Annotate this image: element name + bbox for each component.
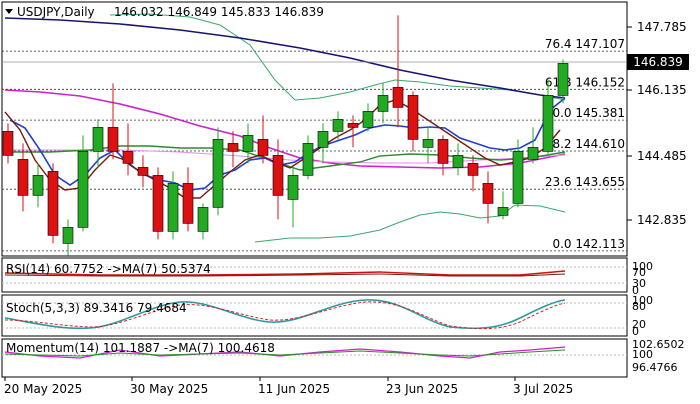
fib-level-label: 61.8 146.152 [545, 75, 625, 89]
current-price-box [627, 54, 689, 70]
stoch-tick: 0 [632, 325, 639, 338]
stoch-tick: 80 [632, 300, 646, 313]
rsi-tick: 100 [632, 260, 653, 273]
stoch-panel-frame [1, 294, 628, 337]
candle-body[interactable] [2, 131, 14, 156]
candle-body[interactable] [332, 119, 344, 132]
candle-body[interactable] [302, 143, 314, 176]
price-axis: 147.785 146.135 144.485 142.835 [627, 20, 687, 227]
fib-level-label: 0.0 142.113 [552, 237, 625, 251]
ohlc-values: 146.032 146.849 145.833 146.839 [114, 5, 324, 19]
candle-body[interactable] [437, 139, 449, 164]
candle-body[interactable] [452, 155, 464, 168]
stoch-panel: Stoch(5,3,3) 89.3416 79.4684 100 80 20 0 [2, 294, 653, 338]
momentum-ma-line [4, 349, 566, 357]
momentum-panel: Momentum(14) 101.1887 ->MA(7) 100.4618 1… [2, 338, 685, 374]
candle-body[interactable] [527, 147, 539, 160]
candle-body[interactable] [32, 175, 44, 196]
candle-body[interactable] [152, 175, 164, 232]
date-label: 20 May 2025 [4, 382, 82, 396]
candle-body[interactable] [77, 151, 89, 228]
candle-body[interactable] [497, 207, 509, 216]
bollinger-upper-line [109, 13, 566, 101]
stoch-tick: 100 [632, 294, 653, 307]
date-label: 23 Jun 2025 [386, 382, 458, 396]
candle-body[interactable] [557, 63, 569, 96]
candle-body[interactable] [467, 163, 479, 176]
candle-body[interactable] [257, 139, 269, 156]
stoch-d-line [4, 301, 566, 330]
rsi-tick: 70 [632, 266, 646, 279]
candle-body[interactable] [197, 207, 209, 232]
date-label: 11 Jun 2025 [258, 382, 330, 396]
rsi-panel: RSI(14) 60.7752 ->MA(7) 50.5374 100 70 3… [2, 260, 653, 297]
candle-body[interactable] [512, 151, 524, 204]
symbol-label: USDJPY,Daily [17, 5, 95, 19]
rsi-tick: 30 [632, 277, 646, 290]
candle-body[interactable] [392, 87, 404, 108]
candle-body[interactable] [482, 183, 494, 204]
date-label: 30 May 2025 [130, 382, 208, 396]
fib-level-label: 38.2 144.610 [545, 137, 625, 151]
candle-body[interactable] [347, 123, 359, 128]
rsi-ma-line [4, 273, 566, 277]
collapse-triangle-icon[interactable] [5, 9, 13, 14]
candle-body[interactable] [287, 175, 299, 200]
date-label: 3 Jul 2025 [513, 382, 573, 396]
candle-body[interactable] [422, 139, 434, 148]
candlesticks[interactable] [2, 15, 569, 256]
momentum-tick: 102.6502 [632, 338, 685, 351]
rsi-label: RSI(14) 60.7752 ->MA(7) 50.5374 [6, 262, 211, 276]
current-price-label: 146.839 [633, 55, 683, 69]
candle-body[interactable] [167, 183, 179, 232]
stoch-label: Stoch(5,3,3) 89.3416 79.4684 [6, 301, 187, 315]
fib-level-label: 23.6 143.655 [545, 175, 625, 189]
candle-body[interactable] [317, 131, 329, 148]
chart-header: USDJPY,Daily 146.032 146.849 145.833 146… [5, 5, 324, 19]
momentum-tick: 96.4766 [632, 361, 678, 374]
price-tick: 144.485 [637, 149, 687, 163]
candle-body[interactable] [242, 135, 254, 152]
candle-body[interactable] [362, 111, 374, 128]
candle-body[interactable] [227, 143, 239, 152]
stoch-tick: 20 [632, 318, 646, 331]
price-tick: 142.835 [637, 213, 687, 227]
fib-level-label: 50.0 145.381 [545, 106, 625, 120]
candle-body[interactable] [92, 127, 104, 152]
candle-body[interactable] [407, 95, 419, 140]
candle-body[interactable] [17, 159, 29, 196]
momentum-label: Momentum(14) 101.1887 ->MA(7) 100.4618 [6, 341, 275, 355]
price-tick: 147.785 [637, 20, 687, 34]
rsi-line [4, 270, 566, 276]
candle-body[interactable] [137, 167, 149, 176]
candle-body[interactable] [212, 139, 224, 208]
candle-body[interactable] [107, 127, 119, 152]
rsi-tick: 0 [632, 284, 639, 297]
candle-body[interactable] [62, 227, 74, 244]
bollinger-lower-line [254, 204, 566, 243]
sma-green-line [10, 145, 566, 171]
date-axis: 20 May 2025 30 May 2025 11 Jun 2025 23 J… [4, 377, 573, 396]
candle-body[interactable] [377, 95, 389, 112]
candle-body[interactable] [182, 183, 194, 224]
candle-body[interactable] [542, 95, 554, 152]
fib-level-label: 76.4 147.107 [545, 37, 625, 51]
candle-body[interactable] [47, 171, 59, 236]
price-tick: 146.135 [637, 83, 687, 97]
sma-navy-line [4, 17, 566, 99]
candle-body[interactable] [122, 151, 134, 164]
momentum-panel-frame [1, 338, 628, 378]
candle-body[interactable] [272, 155, 284, 196]
price-panel-frame [1, 1, 628, 257]
momentum-tick: 100 [632, 348, 653, 361]
sma-blue-line [9, 97, 566, 191]
